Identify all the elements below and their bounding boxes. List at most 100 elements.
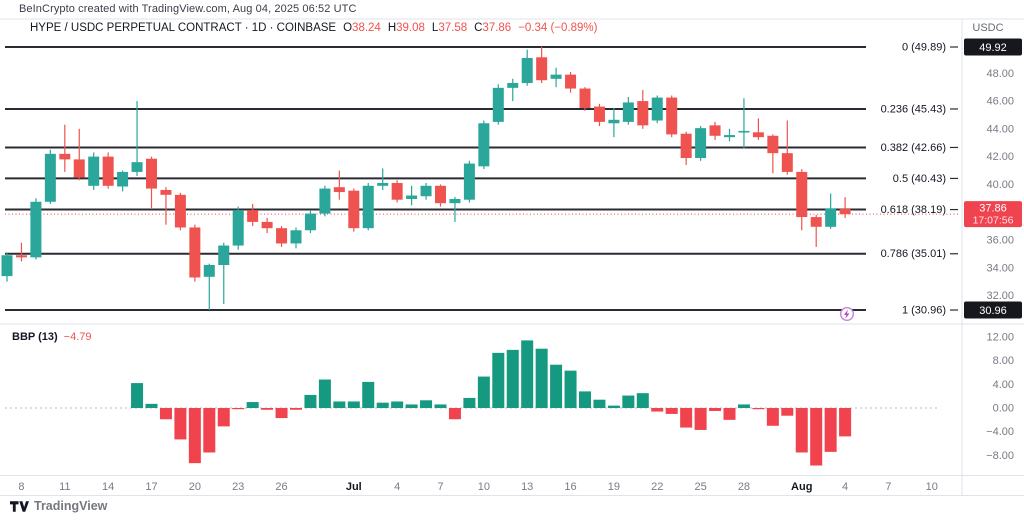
time-axis-tick: 22: [651, 481, 663, 493]
candle: [44, 149, 56, 204]
bbp-bar: [434, 404, 447, 408]
bbp-bar: [521, 340, 534, 408]
time-axis-tick: 17: [145, 481, 157, 493]
bbp-bar: [333, 401, 346, 408]
candle: [781, 120, 793, 175]
candle: [377, 168, 389, 190]
bbp-bar: [564, 370, 577, 408]
time-axis-tick: 16: [564, 481, 576, 493]
bbp-value: −4.79: [63, 331, 92, 343]
bbp-bar: [810, 408, 823, 466]
candle: [218, 242, 230, 304]
bbp-axis-tick: −4.00: [986, 426, 1014, 438]
price-axis-tick: 36.00: [986, 234, 1014, 246]
price-axis-tick: 34.00: [986, 262, 1014, 274]
bbp-bar: [550, 364, 563, 408]
bbp-bar: [824, 408, 837, 452]
time-axis-tick: 23: [232, 481, 244, 493]
time-axis-tick: Aug: [791, 481, 812, 493]
bbp-bar: [680, 408, 693, 428]
candle: [59, 124, 71, 172]
ohlc-pair: C37.86: [474, 22, 512, 34]
candle: [319, 185, 331, 217]
bbp-axis-tick: 4.00: [993, 379, 1014, 391]
bbp-bar: [304, 394, 317, 408]
candle: [247, 203, 259, 227]
bbp-bar: [535, 348, 548, 408]
bbp-bar: [506, 349, 519, 408]
ohlc-pair: O38.24: [343, 22, 381, 34]
candle: [102, 152, 114, 189]
candle: [463, 160, 475, 203]
symbol-legend[interactable]: HYPE / USDC PERPETUAL CONTRACT · 1D · CO…: [30, 22, 597, 34]
candle: [825, 193, 837, 229]
time-axis-tick: 26: [275, 481, 287, 493]
bbp-axis-tick: 12.00: [986, 331, 1014, 343]
bbp-legend[interactable]: BBP (13) −4.79: [12, 331, 92, 343]
candle: [276, 226, 288, 247]
time-axis-tick: 25: [694, 481, 706, 493]
bbp-title: BBP (13): [12, 331, 58, 343]
fib-level-label: 0.236 (45.43): [881, 103, 946, 115]
candle: [767, 134, 779, 174]
bbp-bar: [448, 408, 461, 420]
bbp-bar: [391, 401, 404, 408]
ohlc-pair: L37.58: [431, 22, 468, 34]
time-axis-tick: 13: [521, 481, 533, 493]
candle: [492, 84, 504, 125]
time-axis-tick: 10: [478, 481, 490, 493]
candle: [796, 169, 808, 231]
candle: [478, 120, 490, 170]
candle: [724, 128, 735, 142]
bbp-bar: [318, 379, 331, 408]
candle: [131, 101, 143, 177]
bbp-bar: [290, 408, 302, 410]
fib-level-label: 1 (30.96): [902, 305, 946, 317]
time-axis-tick: 28: [738, 481, 750, 493]
bbp-bar: [651, 408, 664, 412]
fib-level-label: 0.618 (38.19): [881, 204, 946, 216]
boost-icon[interactable]: [840, 307, 855, 322]
bbp-bar: [159, 408, 172, 420]
bbp-bar: [420, 400, 433, 408]
bbp-bar: [709, 408, 722, 411]
bbp-bar: [232, 408, 245, 410]
fib-level-label: 0 (49.89): [902, 42, 946, 54]
candle: [810, 214, 822, 247]
candle: [362, 183, 374, 231]
candle: [304, 210, 316, 234]
fib-level-label: 0.786 (35.01): [881, 248, 946, 260]
symbol-title: HYPE / USDC PERPETUAL CONTRACT · 1D · CO…: [30, 22, 337, 34]
candle: [203, 263, 215, 311]
high-price-tag: [964, 38, 1022, 56]
candle: [189, 224, 201, 282]
bbp-bar: [694, 408, 707, 430]
tradingview-brand[interactable]: TradingView: [10, 499, 107, 513]
candle: [348, 188, 360, 232]
bar-countdown-text: 17:07:56: [973, 215, 1014, 227]
candle: [637, 89, 649, 129]
candle: [73, 128, 85, 181]
time-axis-tick: 19: [608, 481, 620, 493]
ohlc-pair: H39.08: [387, 22, 425, 34]
candle: [435, 184, 446, 207]
candle: [1, 252, 13, 282]
candle: [88, 152, 100, 190]
bbp-bar: [607, 405, 620, 408]
bbp-bar: [131, 383, 144, 408]
price-axis-currency-label[interactable]: USDC: [972, 22, 1004, 34]
candle: [536, 46, 548, 83]
candle: [608, 107, 620, 138]
candle: [333, 170, 345, 200]
change-value: −0.34 (−0.89%): [518, 22, 598, 34]
time-axis-tick: 8: [18, 481, 24, 493]
candle: [290, 227, 302, 249]
bbp-bar: [347, 401, 360, 408]
bbp-axis-tick: −8.00: [986, 450, 1014, 462]
fib-level-label: 0.382 (42.66): [881, 142, 946, 154]
price-axis-tick: 44.00: [986, 123, 1014, 135]
last-price-tag: [964, 201, 1022, 228]
bbp-axis-tick: 8.00: [993, 355, 1014, 367]
candle: [550, 67, 562, 88]
